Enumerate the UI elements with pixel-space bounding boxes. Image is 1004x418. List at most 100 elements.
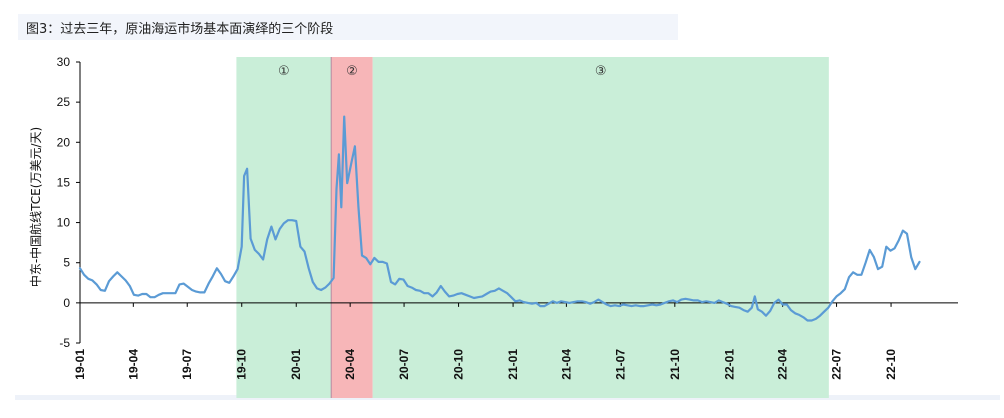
data-point xyxy=(87,278,89,280)
x-tick-label: 21-01 xyxy=(506,349,520,380)
data-point xyxy=(452,295,454,297)
series-group xyxy=(78,115,921,322)
data-point xyxy=(332,277,335,279)
data-point xyxy=(705,300,707,302)
data-point xyxy=(407,285,409,287)
data-point xyxy=(283,222,285,224)
data-point xyxy=(597,299,599,301)
data-point xyxy=(398,278,400,280)
data-point xyxy=(754,295,756,298)
data-point xyxy=(346,182,348,184)
data-point xyxy=(672,299,674,302)
data-point xyxy=(402,278,405,281)
data-point xyxy=(390,281,392,283)
data-point xyxy=(377,261,380,263)
data-point xyxy=(848,276,850,278)
stage-bands xyxy=(236,57,829,398)
data-point xyxy=(659,303,662,306)
data-point xyxy=(806,319,809,322)
data-point xyxy=(680,299,682,301)
data-point xyxy=(427,292,429,294)
data-point xyxy=(761,311,763,313)
data-point xyxy=(664,302,666,304)
data-point xyxy=(431,295,434,298)
data-point xyxy=(149,296,152,298)
data-point xyxy=(291,219,293,221)
data-point xyxy=(572,301,575,303)
data-point xyxy=(174,292,176,294)
data-point xyxy=(718,299,720,302)
data-point xyxy=(713,302,716,304)
data-point xyxy=(207,282,210,285)
data-point xyxy=(440,285,442,287)
data-point xyxy=(166,292,168,294)
data-point xyxy=(243,175,245,177)
data-point xyxy=(581,300,583,302)
data-point xyxy=(270,225,272,228)
x-tick-label: 20-01 xyxy=(289,349,303,380)
data-point xyxy=(902,230,904,232)
stage-label-2: ② xyxy=(346,64,358,79)
data-point xyxy=(568,302,570,304)
data-point xyxy=(765,315,767,317)
data-point xyxy=(510,296,512,298)
data-point xyxy=(258,253,260,255)
data-point xyxy=(485,293,488,295)
data-point xyxy=(411,287,413,289)
data-point xyxy=(382,261,384,263)
data-point xyxy=(910,256,912,258)
data-point xyxy=(465,294,467,296)
data-point xyxy=(506,292,508,294)
data-point xyxy=(373,257,376,259)
data-point xyxy=(228,282,230,284)
data-point xyxy=(220,273,222,275)
data-point xyxy=(577,300,579,302)
data-point xyxy=(141,293,143,295)
x-tick-label: 22-07 xyxy=(830,349,844,380)
x-tick-label: 22-01 xyxy=(722,349,736,380)
data-point xyxy=(250,238,252,240)
data-point xyxy=(709,301,711,303)
data-point xyxy=(415,289,417,291)
data-point xyxy=(394,283,396,285)
stage-label-1: ① xyxy=(278,64,290,79)
data-point xyxy=(448,295,450,298)
x-tick-label: 21-04 xyxy=(559,349,573,380)
data-point xyxy=(914,268,916,270)
data-point xyxy=(481,295,483,298)
y-tick-label: 5 xyxy=(63,256,70,270)
data-point xyxy=(328,282,331,285)
data-point xyxy=(308,267,310,269)
data-point xyxy=(556,302,558,304)
data-point xyxy=(514,300,517,302)
axes: -5 0 5 10 15 20 25 30 19-01 19-04 19-07 19-10 20-01 2… xyxy=(57,55,958,380)
data-point xyxy=(689,299,691,301)
x-tick-label: 22-04 xyxy=(776,349,790,380)
data-point xyxy=(95,283,98,285)
data-point xyxy=(369,263,371,265)
data-point xyxy=(626,304,629,306)
data-point xyxy=(436,291,438,294)
data-point xyxy=(852,271,854,273)
data-point xyxy=(469,295,471,298)
data-point xyxy=(489,291,492,293)
data-point xyxy=(697,299,699,302)
data-point xyxy=(881,266,883,268)
data-point xyxy=(212,275,214,277)
data-point xyxy=(170,292,172,294)
data-point xyxy=(104,290,106,292)
data-point xyxy=(840,292,842,294)
data-point xyxy=(643,305,645,307)
data-point xyxy=(894,247,896,249)
y-tick-label: -5 xyxy=(59,336,70,350)
data-point xyxy=(738,307,740,309)
data-point xyxy=(254,249,256,251)
data-point xyxy=(610,305,612,307)
data-point xyxy=(543,305,546,307)
data-point xyxy=(232,275,235,277)
data-point xyxy=(473,297,475,299)
data-point xyxy=(802,316,804,318)
data-point xyxy=(835,295,838,298)
data-point xyxy=(885,246,887,248)
